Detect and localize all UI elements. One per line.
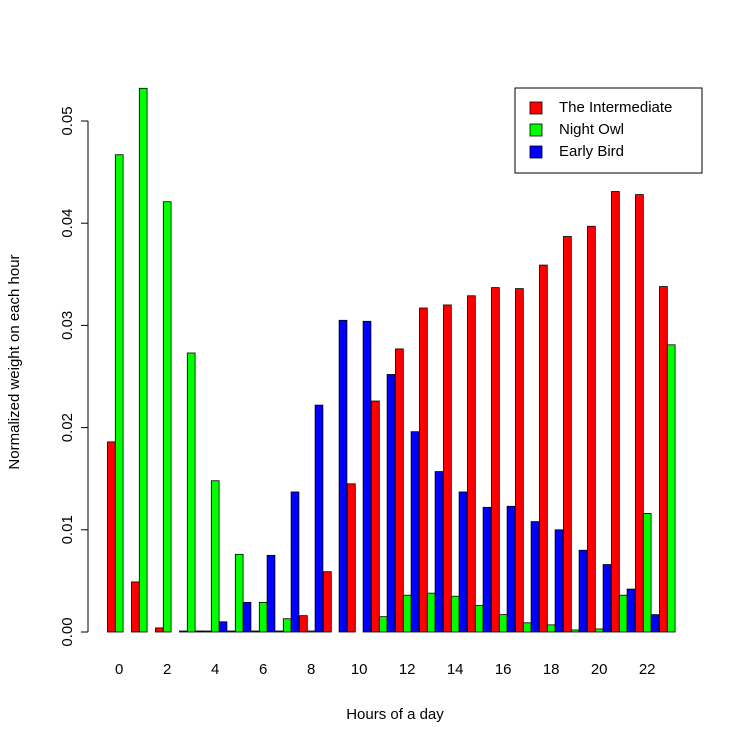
x-tick-label: 6 [259,661,267,678]
bar [515,288,524,633]
bar [179,630,188,633]
legend-label: Night Owl [559,121,624,138]
bar [107,441,116,633]
bar [450,595,460,633]
bar [618,594,628,633]
bar [546,624,556,633]
y-tick-label: 0.00 [59,617,76,646]
bar [362,320,372,633]
bar [594,628,604,633]
bar [419,307,428,633]
y-tick-label: 0.01 [59,515,76,544]
x-tick-label: 4 [211,661,219,678]
y-tick-label: 0.03 [59,311,76,340]
bar [275,630,284,633]
x-tick-label: 16 [495,661,512,678]
bar [210,480,220,633]
x-tick-label: 2 [163,661,171,678]
bar [650,614,660,633]
bar [218,621,228,633]
bar [611,191,620,633]
bar [162,201,172,633]
bar [194,630,204,633]
bar [306,630,316,633]
x-tick-label: 22 [639,661,656,678]
bar [186,352,196,633]
legend-label: The Intermediate [559,99,672,116]
bar [290,491,300,633]
bar [299,615,308,633]
bar [578,549,588,633]
bar [155,627,164,633]
bar [251,630,260,633]
bar [659,286,668,633]
bar [203,630,212,633]
bar [482,506,492,633]
bar [498,614,508,633]
legend-box [514,87,703,174]
bar [506,505,516,633]
bar [522,622,532,633]
bar [563,236,572,633]
x-tick-label: 14 [447,661,464,678]
bar [434,471,444,633]
bar [587,225,596,633]
bar [410,431,420,633]
bar [426,592,436,633]
legend-swatch [529,101,543,115]
x-tick-label: 12 [399,661,416,678]
bar [642,513,652,633]
bar [467,295,476,633]
bar [227,630,236,633]
bar [371,400,380,633]
bar [314,404,324,633]
bar [539,264,548,633]
bar [338,319,348,633]
bar [386,374,396,633]
bar [114,154,124,633]
bar [570,629,580,633]
x-tick-label: 18 [543,661,560,678]
bar [602,564,612,633]
legend-label: Early Bird [559,143,624,160]
bar [131,581,140,633]
bar [635,194,644,633]
x-tick-label: 20 [591,661,608,678]
x-tick-label: 0 [115,661,123,678]
y-tick-label: 0.04 [59,209,76,238]
bar [530,521,540,633]
y-axis-title: Normalized weight on each hour [6,254,23,469]
bar [474,605,484,633]
bar [258,601,268,633]
x-axis-title: Hours of a day [346,706,444,723]
y-tick-label: 0.02 [59,413,76,442]
bar [443,304,452,633]
bar [666,344,676,633]
x-tick-label: 8 [307,661,315,678]
bar [266,554,276,633]
x-tick-label: 10 [351,661,368,678]
bar [458,491,468,633]
bar [491,287,500,633]
legend-swatch [529,123,543,137]
bar [323,571,332,633]
legend-swatch [529,145,543,159]
bar [138,87,148,633]
bar [626,588,636,633]
y-tick-label: 0.05 [59,106,76,135]
bar [378,616,388,633]
bar [347,483,356,633]
bar [242,601,252,633]
bar [554,529,564,633]
bar [402,594,412,633]
bar [395,348,404,633]
bar [282,618,292,633]
bar [234,553,244,633]
